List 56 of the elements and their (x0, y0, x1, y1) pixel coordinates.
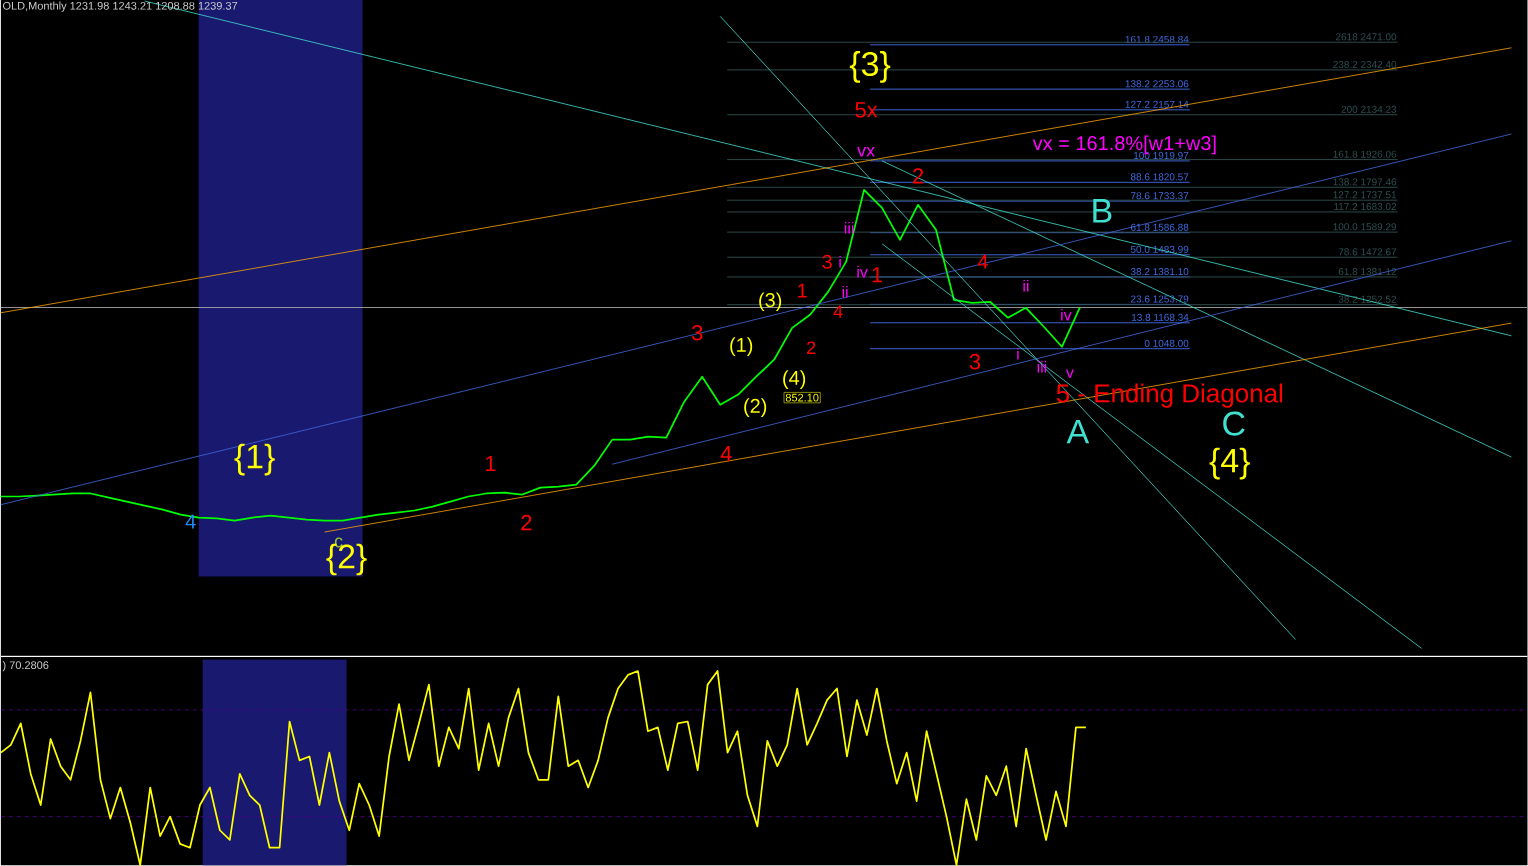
annotation: 3 (969, 353, 981, 370)
annotation: 4 (185, 514, 196, 529)
ref-line-label: 0 1048.00 (1144, 339, 1189, 347)
annotation: (4) (783, 370, 806, 389)
ref-line-label: 38.2 1381.10 (1130, 268, 1189, 276)
annotation: {1} (234, 443, 275, 476)
annotation: vx (857, 147, 875, 157)
annotation: 852.10 (785, 393, 819, 402)
annotation: (1) (730, 337, 753, 356)
ref-line-label: 50.0 1483.99 (1130, 245, 1189, 253)
annotation: 1 (485, 455, 496, 472)
annotation: v (1065, 369, 1074, 378)
ref-line-label: 138.2 2253.06 (1125, 80, 1189, 88)
annotation: 4 (720, 445, 732, 462)
ref-line-label: 161.8 2458.84 (1125, 35, 1189, 43)
annotation: {3} (849, 51, 891, 83)
ref-line-label: 2618 2471.00 (1336, 33, 1397, 41)
ref-line-label: 127.2 2157.14 (1125, 100, 1189, 108)
annotation: i (1017, 347, 1019, 360)
ref-line-label: 78.6 1472.67 (1338, 248, 1397, 256)
ref-line-label: 127.2 1737.51 (1333, 191, 1397, 199)
annotation: 2 (521, 514, 532, 531)
ref-line-label: 117.2 1683.02 (1334, 202, 1397, 211)
ref-line-label: 88.6 1820.57 (1130, 173, 1189, 181)
ref-line-label: 138.2 1797.46 (1333, 178, 1397, 186)
ref-line-label: 78.6 1733.37 (1131, 192, 1189, 200)
annotation: ii (1023, 279, 1029, 292)
ref-line-label: 161.8 1926.06 (1333, 150, 1397, 158)
ref-line-label: 238.2 2342.40 (1333, 60, 1397, 69)
annotation: 3 (691, 324, 703, 341)
annotation: 4 (833, 305, 843, 318)
ref-line-label: 61.8 1586.88 (1130, 223, 1189, 231)
annotation: i (839, 255, 841, 268)
ref-line-label: 100.0 1589.29 (1333, 223, 1397, 231)
annotation: A (1066, 419, 1090, 444)
annotation: 1 (872, 267, 883, 283)
annotation: 2 (913, 168, 924, 184)
annotation: 3 (822, 254, 832, 269)
annotation: B (1093, 199, 1112, 223)
annotation: ii (842, 285, 848, 298)
annotation: C (1223, 411, 1245, 436)
annotation: (2) (744, 398, 767, 417)
ref-line-label: 38.2 1252.52 (1338, 295, 1397, 303)
annotation: iv (857, 265, 868, 278)
annotation: iii (844, 221, 854, 234)
annotation: 5 - Ending Diagonal (1056, 383, 1283, 408)
annotation: {4} (1209, 447, 1250, 480)
annotation: 5x (855, 102, 878, 118)
annotation: 4 (977, 254, 988, 269)
annotation: 2 (807, 341, 816, 354)
annotation: iv (1061, 308, 1072, 321)
ref-line-label: 200 2134.23 (1341, 105, 1397, 113)
annotation: 1 (798, 283, 807, 298)
annotation: (3) (759, 292, 782, 311)
ref-line-label: 13.8 1168.34 (1131, 313, 1189, 321)
chart-title: ) 70.2806 (2, 660, 49, 672)
